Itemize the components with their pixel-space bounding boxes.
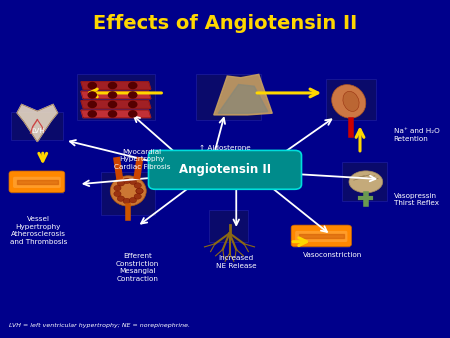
FancyBboxPatch shape <box>76 74 155 120</box>
Circle shape <box>117 196 125 201</box>
Polygon shape <box>81 82 151 89</box>
FancyBboxPatch shape <box>292 225 349 247</box>
Circle shape <box>134 194 141 199</box>
Circle shape <box>129 197 136 203</box>
FancyBboxPatch shape <box>148 150 302 189</box>
Text: ↑ Aldosterone: ↑ Aldosterone <box>199 145 251 151</box>
Polygon shape <box>81 101 151 108</box>
Circle shape <box>114 186 121 191</box>
Text: LVH: LVH <box>32 128 45 135</box>
Polygon shape <box>17 104 58 142</box>
FancyBboxPatch shape <box>209 210 248 242</box>
Circle shape <box>108 101 117 107</box>
Circle shape <box>108 111 117 117</box>
Circle shape <box>114 191 121 196</box>
Text: Na⁺ and H₂O
Retention: Na⁺ and H₂O Retention <box>394 128 440 142</box>
Ellipse shape <box>343 91 359 112</box>
Ellipse shape <box>349 171 382 193</box>
Circle shape <box>117 180 125 186</box>
Circle shape <box>88 101 96 107</box>
Circle shape <box>134 183 141 188</box>
Polygon shape <box>81 91 151 99</box>
FancyBboxPatch shape <box>11 112 63 140</box>
Circle shape <box>129 92 137 98</box>
Text: Efferent
Constriction
Mesangial
Contraction: Efferent Constriction Mesangial Contract… <box>116 254 159 282</box>
FancyBboxPatch shape <box>196 74 261 120</box>
Text: Increased
NE Release: Increased NE Release <box>216 255 256 269</box>
Text: LVH = left ventricular hypertrophy; NE = norepinephrine.: LVH = left ventricular hypertrophy; NE =… <box>9 323 190 328</box>
Polygon shape <box>81 110 151 118</box>
FancyBboxPatch shape <box>11 171 63 193</box>
Text: Angiotensin II: Angiotensin II <box>179 163 271 176</box>
Polygon shape <box>218 84 268 113</box>
Circle shape <box>108 92 117 98</box>
Circle shape <box>129 111 137 117</box>
Text: Effects of Angiotensin II: Effects of Angiotensin II <box>93 14 357 33</box>
FancyBboxPatch shape <box>9 171 65 193</box>
Circle shape <box>129 82 137 89</box>
FancyBboxPatch shape <box>295 231 347 242</box>
Ellipse shape <box>332 84 366 118</box>
Circle shape <box>129 101 137 107</box>
Circle shape <box>88 111 96 117</box>
FancyBboxPatch shape <box>326 79 376 120</box>
Text: Vasoconstriction: Vasoconstriction <box>303 252 363 258</box>
Circle shape <box>136 188 143 194</box>
Circle shape <box>88 92 96 98</box>
Polygon shape <box>214 74 272 115</box>
Text: Vasopressin
Thirst Reflex: Vasopressin Thirst Reflex <box>394 193 439 206</box>
FancyBboxPatch shape <box>13 177 61 188</box>
Circle shape <box>123 198 130 204</box>
FancyBboxPatch shape <box>342 162 387 201</box>
Ellipse shape <box>110 176 146 206</box>
FancyBboxPatch shape <box>291 225 351 247</box>
Circle shape <box>88 82 96 89</box>
Text: Vessel
Hypertrophy
Atherosclerosis
and Thrombosis: Vessel Hypertrophy Atherosclerosis and T… <box>9 216 67 245</box>
Circle shape <box>108 82 117 89</box>
FancyBboxPatch shape <box>101 172 155 215</box>
Text: Myocardial
Hypertrophy
Cardiac Fibrosis: Myocardial Hypertrophy Cardiac Fibrosis <box>113 149 170 170</box>
Circle shape <box>136 188 143 194</box>
Circle shape <box>129 179 136 185</box>
Circle shape <box>123 178 130 184</box>
